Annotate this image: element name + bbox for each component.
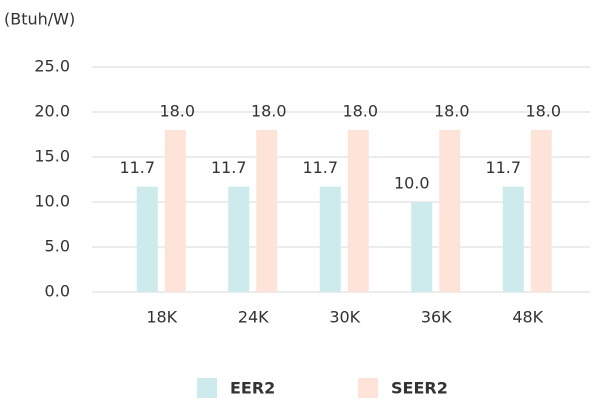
x-tick-label: 36K	[421, 308, 452, 327]
y-tick-label: 0.0	[45, 282, 70, 301]
bar	[228, 186, 250, 292]
y-tick-label: 25.0	[34, 57, 70, 76]
bar	[164, 130, 186, 292]
bar	[319, 186, 341, 292]
data-label: 18.0	[251, 102, 287, 121]
bar	[136, 186, 158, 292]
x-tick-label: 30K	[329, 308, 360, 327]
data-label: 18.0	[434, 102, 470, 121]
y-axis-label: (Btuh/W)	[4, 10, 75, 29]
bar	[502, 186, 524, 292]
data-label: 18.0	[525, 102, 561, 121]
bar	[256, 130, 278, 292]
legend-label: SEER2	[391, 379, 448, 398]
bar	[439, 130, 461, 292]
x-tick-label: 18K	[146, 308, 177, 327]
y-tick-label: 5.0	[45, 237, 70, 256]
data-label: 18.0	[342, 102, 378, 121]
bar	[411, 202, 433, 292]
bar	[530, 130, 552, 292]
data-label: 10.0	[394, 174, 430, 193]
y-tick-label: 10.0	[34, 192, 70, 211]
legend-label: EER2	[230, 379, 275, 398]
legend-swatch	[358, 378, 378, 398]
bar	[347, 130, 369, 292]
y-tick-label: 20.0	[34, 102, 70, 121]
data-label: 11.7	[119, 158, 155, 177]
data-label: 11.7	[211, 158, 247, 177]
data-label: 11.7	[302, 158, 338, 177]
data-label: 18.0	[159, 102, 195, 121]
x-tick-label: 48K	[512, 308, 543, 327]
x-tick-label: 24K	[238, 308, 269, 327]
data-label: 11.7	[485, 158, 521, 177]
y-tick-label: 15.0	[34, 147, 70, 166]
legend-swatch	[197, 378, 217, 398]
